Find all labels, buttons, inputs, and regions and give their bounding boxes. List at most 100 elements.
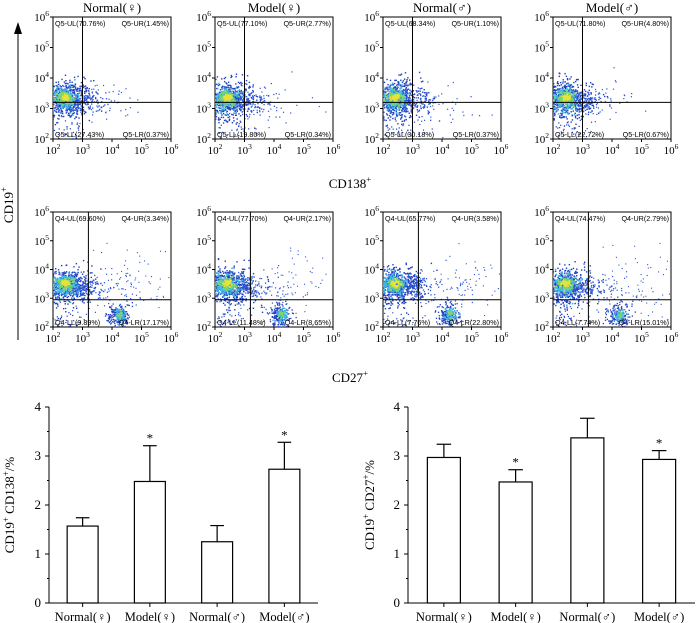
y-tick-label-base: 10 [364,293,376,305]
x-tick-label-exp: 5 [307,330,311,339]
y-tick-label-base: 10 [34,12,46,24]
y-tick-label: 2 [35,497,42,512]
x-tick-label: 102 [46,142,61,157]
x-tick-label-base: 10 [546,333,558,345]
y-tick-label: 1 [394,546,401,561]
quadrant-label-ur: Q5-UR(4.80%) [621,19,669,28]
y-tick-label-exp: 4 [45,70,49,79]
y-label-sup: + [361,474,371,479]
x-tick-label-exp: 5 [475,142,479,151]
y-tick-label-exp: 4 [375,70,379,79]
y-tick-label-exp: 3 [375,290,379,299]
x-tick-label-exp: 6 [505,330,509,339]
x-tick-label: 105 [634,330,649,345]
x-tick-label: 105 [464,330,479,345]
flow-panel: Q4-UL(69.60%) Q4-UR(3.34%) Q4-LL(9.89%) Q4-… [34,204,178,345]
y-tick-label-exp: 6 [45,9,49,18]
x-tick-label-exp: 3 [86,330,90,339]
x-tick-label-exp: 6 [337,142,341,151]
scatter-points [53,242,170,327]
x-tick-label-exp: 5 [645,330,649,339]
y-label-part: CD138 [2,476,17,517]
y-tick-label: 106 [364,204,379,219]
x-tick-label-base: 10 [575,333,587,345]
y-tick-label: 102 [34,319,49,334]
quadrant-label-lr: Q5-LR(0.67%) [623,130,669,139]
x-tick-label: 106 [664,142,679,157]
x-tick-label: 104 [267,330,282,345]
x-tick-label-base: 10 [134,145,146,157]
y-tick-label-exp: 2 [375,319,379,328]
y-tick-label: 105 [364,40,379,55]
x-tick-label-base: 10 [46,333,58,345]
y-tick-label: 104 [34,262,49,277]
y-tick-label-base: 10 [364,265,376,277]
cd19-base: CD19 [1,192,16,223]
x-tick-label: 103 [405,330,420,345]
x-tick-label-base: 10 [664,333,676,345]
y-tick-label-base: 10 [34,134,46,146]
flow-panel: Q5-UL(77.10%) Q5-UR(2.77%) Q5-LL(19.80%) Q5… [196,0,341,157]
panel-frame [382,16,502,140]
x-tick-label-exp: 3 [248,142,252,151]
x-tick-label: 104 [267,142,282,157]
x-tick-label-base: 10 [105,333,117,345]
x-tick-label-exp: 4 [616,330,620,339]
y-tick-label-exp: 5 [207,40,211,49]
x-tick-label: Normal(♂) [189,610,245,623]
row2-x-axis-label-exp: + [363,368,368,378]
x-tick-label: 102 [208,330,223,345]
y-axis-label: CD19+ CD27+/% [361,460,377,550]
x-tick-label-base: 10 [575,145,587,157]
x-tick-label-base: 10 [296,145,308,157]
x-tick-label-base: 10 [634,333,646,345]
y-tick-label-base: 10 [364,104,376,116]
x-tick-label-exp: 5 [145,142,149,151]
y-label-sup: + [1,471,11,476]
x-tick-label-exp: 2 [57,330,61,339]
y-tick-label: 4 [35,399,42,414]
y-tick-label-exp: 3 [545,101,549,110]
y-tick-label: 104 [196,262,211,277]
panel-title: Normal(♂) [413,0,471,15]
y-tick-label-base: 10 [364,236,376,248]
y-tick-label-base: 10 [196,207,208,219]
y-tick-label: 105 [34,40,49,55]
x-tick-label: 106 [164,142,179,157]
y-tick-label: 106 [196,204,211,219]
bar [268,468,301,604]
y-tick-label-exp: 6 [375,9,379,18]
y-tick-label-base: 10 [534,265,546,277]
y-tick-label-base: 10 [364,322,376,334]
y-tick-label: 104 [364,70,379,85]
x-tick-label: 105 [296,142,311,157]
quadrant-label-ul: Q4-UL(69.60%) [55,214,105,223]
row1-x-axis-label-base: CD138 [329,176,367,191]
x-tick-label: 104 [105,142,120,157]
x-tick-label-exp: 2 [57,142,61,151]
x-tick-label-base: 10 [405,333,417,345]
panel-frame [52,16,172,140]
x-tick-label: Model(♂) [634,610,684,623]
quadrant-label-lr: Q5-LR(0.37%) [123,130,169,139]
y-tick-label-base: 10 [364,134,376,146]
x-tick-label: 106 [494,142,509,157]
quadrant-label-ur: Q4-UR(2.79%) [621,214,669,223]
y-label-part: /% [362,460,377,475]
panel-frame [552,211,672,328]
x-tick-label: Model(♂) [259,610,309,623]
quadrant-label-ur: Q5-UR(1.10%) [451,19,499,28]
quadrant-label-lr: Q4-LR(8.65%) [285,318,331,327]
y-tick-label-exp: 4 [207,262,211,271]
y-tick-label: 106 [534,9,549,24]
x-tick-label-exp: 4 [446,142,450,151]
y-label-part: CD27 [362,479,377,514]
x-tick-label: 105 [464,142,479,157]
scatter-points [383,243,501,327]
y-tick-label: 103 [534,101,549,116]
x-tick-label-base: 10 [376,145,388,157]
y-tick-label-base: 10 [196,43,208,55]
y-tick-label: 104 [34,70,49,85]
y-tick-label-base: 10 [534,322,546,334]
row2-x-axis-label-base: CD27 [332,370,364,385]
